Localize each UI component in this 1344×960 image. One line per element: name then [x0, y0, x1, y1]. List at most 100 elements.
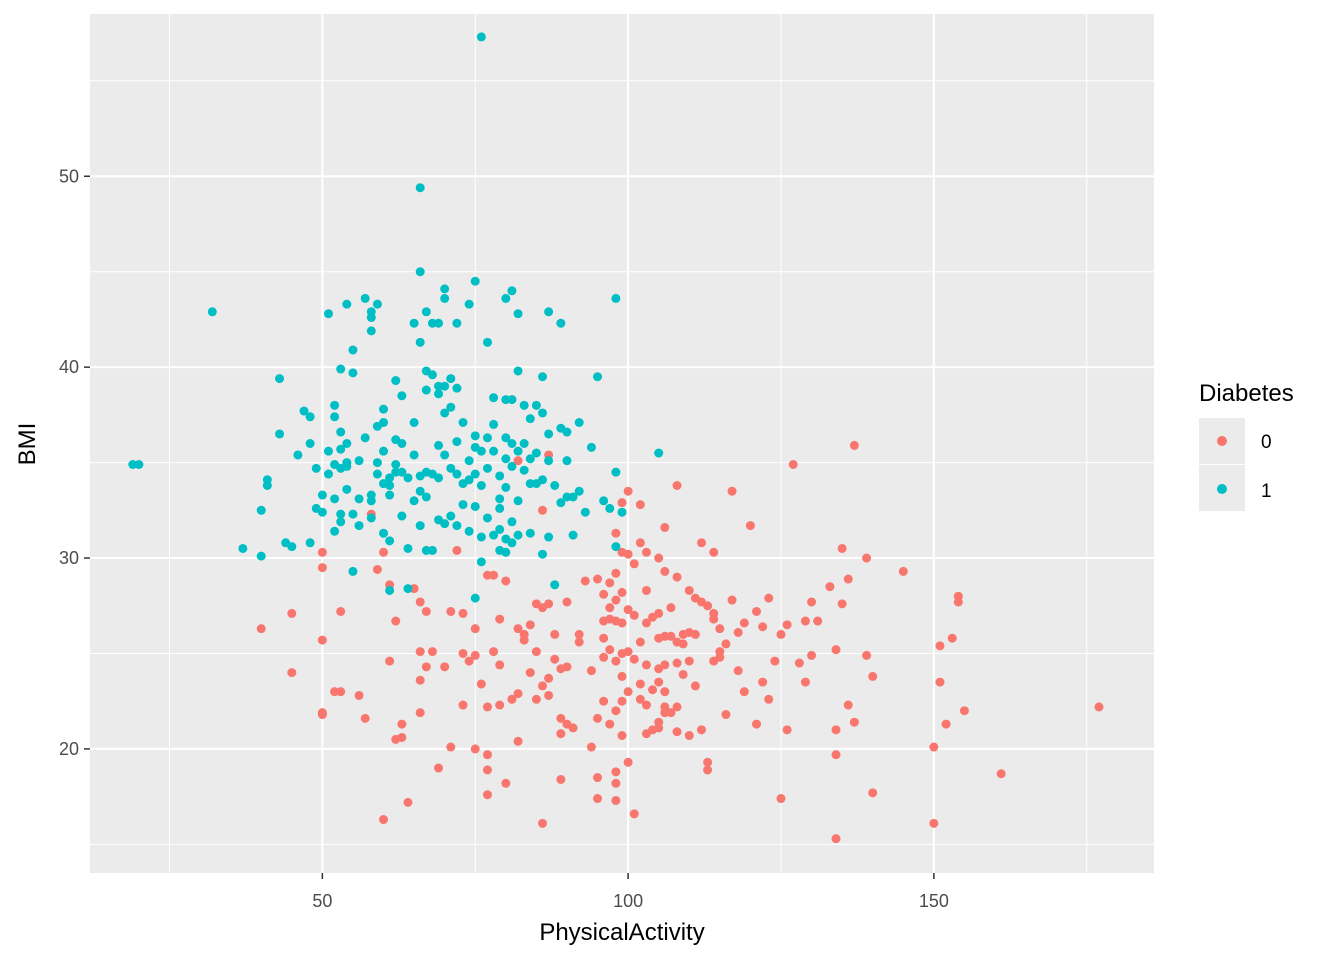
point-diabetes-0 [538, 681, 548, 691]
point-diabetes-0 [678, 639, 688, 649]
point-diabetes-0 [635, 679, 645, 689]
point-diabetes-0 [678, 669, 688, 679]
point-diabetes-0 [690, 681, 700, 691]
point-diabetes-1 [415, 267, 425, 277]
point-diabetes-1 [482, 337, 492, 347]
point-diabetes-1 [476, 32, 486, 42]
point-diabetes-0 [996, 769, 1006, 779]
point-diabetes-0 [593, 713, 603, 723]
point-diabetes-1 [379, 418, 389, 428]
point-diabetes-1 [342, 439, 352, 448]
point-diabetes-1 [262, 480, 272, 490]
point-diabetes-0 [794, 658, 804, 668]
point-diabetes-0 [489, 647, 499, 657]
point-diabetes-0 [599, 696, 609, 706]
point-diabetes-0 [660, 566, 670, 576]
point-diabetes-0 [605, 719, 615, 729]
point-diabetes-1 [379, 528, 389, 538]
point-diabetes-1 [519, 439, 529, 448]
point-diabetes-1 [342, 484, 352, 494]
point-diabetes-1 [409, 418, 419, 428]
point-diabetes-0 [641, 618, 651, 628]
point-diabetes-1 [256, 551, 266, 561]
point-diabetes-1 [354, 456, 364, 466]
point-diabetes-0 [739, 618, 749, 628]
point-diabetes-0 [666, 708, 676, 718]
point-diabetes-0 [317, 635, 327, 645]
point-diabetes-0 [599, 633, 609, 643]
point-diabetes-0 [605, 603, 615, 613]
point-diabetes-0 [617, 618, 627, 628]
point-diabetes-0 [470, 744, 480, 754]
point-diabetes-1 [299, 406, 309, 416]
point-diabetes-1 [452, 521, 462, 531]
point-diabetes-0 [672, 480, 682, 490]
point-diabetes-0 [562, 662, 572, 672]
point-diabetes-0 [764, 593, 774, 603]
point-diabetes-1 [397, 391, 407, 401]
legend-key-1 [1217, 484, 1227, 494]
point-diabetes-0 [470, 650, 480, 660]
point-diabetes-0 [849, 440, 859, 450]
point-diabetes-0 [611, 767, 621, 777]
point-diabetes-0 [684, 585, 694, 595]
point-diabetes-0 [556, 729, 566, 739]
point-diabetes-0 [397, 719, 407, 729]
point-diabetes-1 [476, 557, 486, 567]
point-diabetes-1 [409, 318, 419, 328]
point-diabetes-0 [672, 658, 682, 668]
point-diabetes-1 [654, 448, 664, 458]
point-diabetes-0 [935, 677, 945, 687]
point-diabetes-0 [531, 647, 541, 657]
point-diabetes-0 [489, 570, 499, 580]
point-diabetes-1 [342, 299, 352, 309]
point-diabetes-0 [752, 606, 762, 616]
point-diabetes-0 [690, 629, 700, 639]
point-diabetes-0 [458, 608, 468, 618]
point-diabetes-0 [415, 597, 425, 607]
point-diabetes-0 [959, 706, 969, 716]
point-diabetes-0 [727, 595, 737, 605]
data-points [128, 32, 1104, 844]
point-diabetes-1 [403, 543, 413, 553]
point-diabetes-0 [464, 656, 474, 666]
point-diabetes-1 [354, 521, 364, 531]
point-diabetes-1 [403, 473, 413, 483]
point-diabetes-1 [482, 463, 492, 473]
point-diabetes-1 [531, 448, 541, 458]
point-diabetes-0 [800, 616, 810, 626]
point-diabetes-0 [458, 700, 468, 710]
point-diabetes-0 [317, 547, 327, 557]
point-diabetes-1 [550, 480, 560, 490]
point-diabetes-1 [305, 538, 315, 548]
point-diabetes-1 [507, 517, 517, 527]
point-diabetes-0 [703, 765, 713, 775]
point-diabetes-0 [807, 650, 817, 660]
point-diabetes-0 [831, 725, 841, 735]
point-diabetes-1 [470, 276, 480, 286]
point-diabetes-1 [550, 580, 560, 590]
point-diabetes-0 [868, 788, 878, 798]
point-diabetes-1 [482, 433, 492, 443]
point-diabetes-1 [482, 513, 492, 523]
point-diabetes-0 [672, 727, 682, 737]
point-diabetes-0 [947, 633, 957, 643]
point-diabetes-1 [495, 471, 505, 481]
point-diabetes-0 [427, 647, 437, 657]
point-diabetes-1 [507, 395, 517, 405]
point-diabetes-1 [513, 366, 523, 376]
point-diabetes-1 [256, 505, 266, 515]
point-diabetes-0 [415, 647, 425, 657]
point-diabetes-0 [397, 732, 407, 742]
point-diabetes-1 [470, 431, 480, 441]
point-diabetes-1 [568, 492, 578, 502]
point-diabetes-1 [489, 393, 499, 403]
point-diabetes-1 [348, 509, 358, 519]
point-diabetes-1 [421, 492, 431, 502]
point-diabetes-0 [635, 637, 645, 647]
point-diabetes-1 [403, 584, 413, 594]
point-diabetes-1 [385, 490, 395, 500]
point-diabetes-0 [256, 624, 266, 634]
point-diabetes-1 [397, 467, 407, 477]
